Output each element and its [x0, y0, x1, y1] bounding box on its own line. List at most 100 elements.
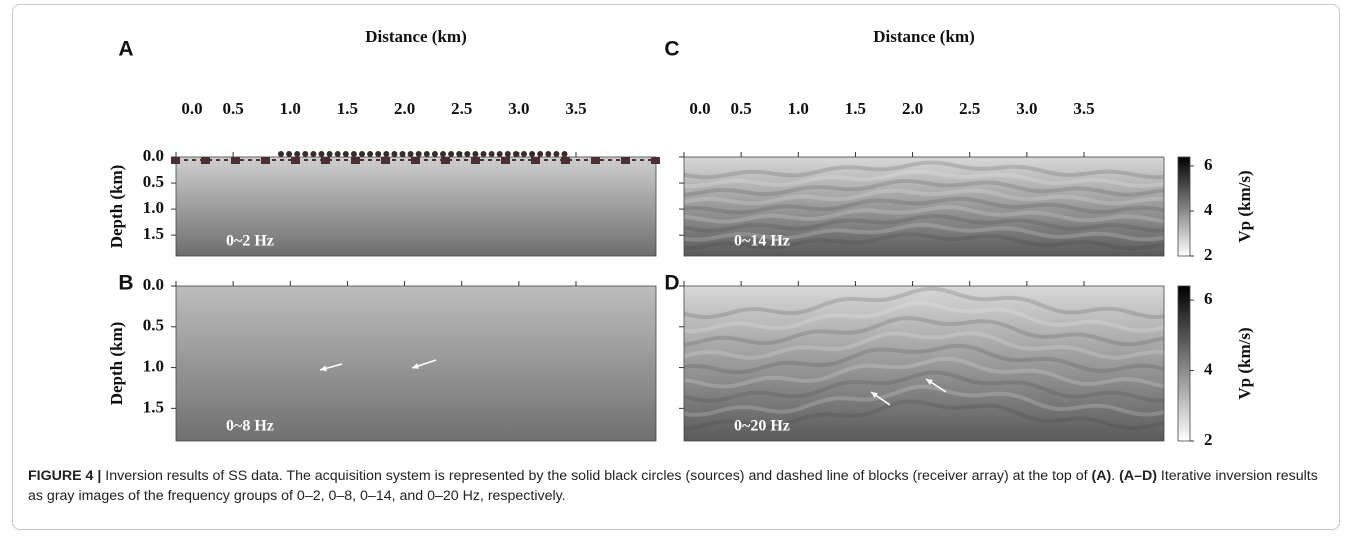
- velocity-layer: [683, 356, 1165, 389]
- receiver: [531, 157, 540, 164]
- y-axis-label: Depth (km): [107, 322, 126, 406]
- source: [367, 151, 374, 157]
- x-tick-label: 0.5: [731, 99, 752, 118]
- x-tick-label: 3.5: [1073, 99, 1094, 118]
- x-tick-label: 1.5: [337, 99, 358, 118]
- receiver: [321, 157, 330, 164]
- x-tick-label: 2.5: [959, 99, 980, 118]
- source: [448, 151, 455, 157]
- velocity-layer: [683, 286, 1165, 320]
- caption: FIGURE 4 | Inversion results of SS data.…: [28, 466, 1328, 506]
- source: [431, 151, 438, 157]
- x-tick-label: 1.0: [280, 99, 301, 118]
- panel-letter: C: [664, 38, 679, 61]
- source: [415, 151, 422, 157]
- y-axis-label: Depth (km): [107, 165, 126, 249]
- source: [545, 151, 552, 157]
- x-tick-label: 1.5: [845, 99, 866, 118]
- velocity-layer: [683, 384, 1165, 417]
- caption-text: .: [1111, 468, 1120, 484]
- source: [440, 151, 446, 157]
- source: [286, 151, 293, 157]
- colorbar-tick-label: 2: [1204, 245, 1213, 264]
- caption-text: (A): [1091, 468, 1112, 484]
- source: [334, 151, 341, 157]
- source: [456, 151, 463, 157]
- receiver: [561, 157, 570, 164]
- velocity-layer: [683, 179, 1165, 197]
- y-tick-label: 1.5: [143, 224, 164, 243]
- arrow-head: [871, 392, 878, 399]
- colorbar-tick-label: 4: [1204, 359, 1213, 378]
- source: [480, 151, 487, 157]
- source: [350, 151, 357, 157]
- source: [488, 151, 495, 157]
- receiver: [381, 157, 390, 164]
- velocity-layer: [683, 222, 1165, 242]
- colorbar: [1177, 156, 1191, 257]
- arrow-head: [320, 365, 327, 372]
- source: [407, 151, 414, 157]
- receiver: [411, 157, 420, 164]
- x-axis-label: Distance (km): [365, 27, 467, 46]
- receiver: [441, 157, 450, 164]
- source: [512, 151, 519, 157]
- source: [496, 151, 503, 157]
- source: [399, 151, 406, 157]
- velocity-layer: [683, 188, 1165, 206]
- source: [504, 151, 511, 157]
- receiver: [171, 157, 180, 164]
- x-tick-label: 2.0: [902, 99, 923, 118]
- source: [294, 151, 301, 157]
- velocity-layer: [683, 301, 1165, 334]
- source: [391, 151, 398, 157]
- source: [383, 151, 390, 157]
- velocity-layer: [683, 316, 1165, 347]
- source: [537, 151, 544, 157]
- y-tick-label: 1.0: [143, 198, 164, 217]
- receiver: [651, 157, 660, 164]
- velocity-image: [176, 157, 656, 256]
- caption-text: Inversion results of SS data. The acquis…: [101, 468, 1092, 484]
- x-tick-label: 1.0: [788, 99, 809, 118]
- velocity-layer: [683, 196, 1165, 215]
- frequency-label: 0~14 Hz: [734, 233, 790, 250]
- source: [561, 151, 568, 157]
- source: [278, 151, 284, 157]
- frequency-label: 0~20 Hz: [734, 418, 790, 435]
- receiver: [471, 157, 480, 164]
- colorbar-tick-label: 6: [1204, 155, 1213, 174]
- source: [472, 151, 479, 157]
- receiver: [591, 157, 600, 164]
- velocity-image: [684, 286, 1164, 441]
- y-tick-label: 0.0: [143, 146, 164, 165]
- source: [326, 151, 333, 157]
- receiver: [201, 157, 210, 164]
- panel-letter: D: [664, 272, 679, 295]
- velocity-layer: [683, 160, 1165, 180]
- receiver: [351, 157, 360, 164]
- colorbar-tick-label: 6: [1204, 289, 1213, 308]
- y-tick-label: 0.5: [143, 172, 164, 191]
- velocity-layer: [683, 213, 1165, 233]
- colorbar: [1177, 285, 1191, 442]
- velocity-layer: [683, 331, 1165, 360]
- frequency-label: 0~2 Hz: [226, 233, 274, 250]
- figure-plots: A 0~2 Hz 0.0 0.5 1.0 1.5 2.0 2.5 3.0 3.5 0.0 0.5 1.0…: [107, 27, 1254, 449]
- source: [423, 151, 430, 157]
- source: [375, 151, 382, 157]
- velocity-layer: [683, 399, 1165, 431]
- receiver: [621, 157, 630, 164]
- velocity-layer: [683, 343, 1165, 375]
- source: [302, 151, 309, 157]
- arrow-head: [412, 363, 419, 369]
- velocity-layer: [683, 169, 1165, 189]
- plot-border: [175, 285, 657, 442]
- velocity-layer: [683, 370, 1165, 403]
- source: [464, 151, 471, 157]
- receiver: [231, 157, 240, 164]
- velocity-layer: [683, 205, 1165, 224]
- panel-letter: A: [118, 38, 133, 61]
- source: [521, 151, 527, 157]
